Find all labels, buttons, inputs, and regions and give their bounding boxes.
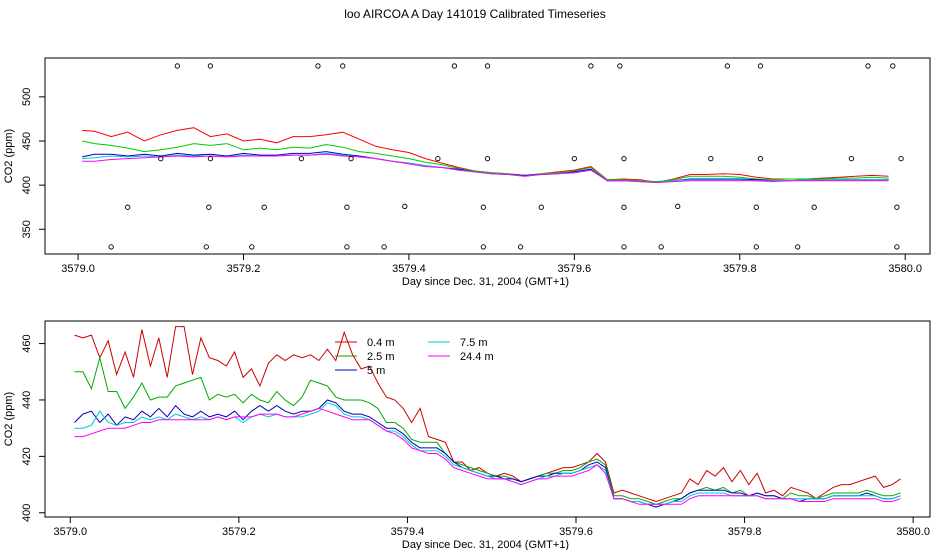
y-tick-label: 350: [21, 220, 33, 238]
calibration-marker: [381, 244, 387, 250]
legend-label: 2.5 m: [367, 351, 395, 363]
x-tick-label: 3579.2: [222, 526, 256, 538]
calibration-marker: [348, 155, 354, 162]
calibration-marker: [484, 63, 491, 69]
y-axis-title: CO2 (ppm): [3, 129, 15, 183]
calibration-marker: [675, 203, 681, 209]
calibration-marker: [484, 155, 491, 162]
x-tick-label: 3579.2: [227, 263, 261, 275]
x-axis-title: Day since Dec. 31, 2004 (GMT+1): [402, 539, 569, 550]
calibration-marker: [203, 244, 209, 250]
calibration-marker: [344, 204, 350, 210]
calibration-marker: [898, 155, 904, 162]
x-tick-label: 3579.4: [391, 526, 425, 538]
calibration-marker: [757, 155, 764, 162]
y-axis-title: CO2 (ppm): [3, 392, 15, 446]
calibration-marker: [402, 203, 408, 209]
x-axis-title: Day since Dec. 31, 2004 (GMT+1): [402, 276, 569, 288]
legend-label: 5 m: [367, 365, 385, 377]
calibration-marker: [249, 244, 255, 250]
calibration-marker: [158, 155, 164, 162]
x-tick-label: 3579.4: [392, 263, 426, 275]
y-tick-label: 400: [21, 176, 33, 194]
y-tick-label: 420: [21, 447, 33, 465]
calibration-marker: [344, 244, 350, 250]
x-tick-label: 3579.6: [558, 263, 592, 275]
calibration-marker: [207, 63, 214, 69]
calibration-marker: [795, 244, 801, 250]
calibration-marker: [435, 155, 441, 162]
x-tick-label: 3579.8: [723, 263, 757, 275]
page-title: loo AIRCOA A Day 141019 Calibrated Times…: [344, 7, 606, 21]
bottom-panel: 3579.0 3579.2 3579.4 3579.6 3579.8 3580.0 400 4…: [3, 320, 931, 550]
plot-frame: [44, 320, 931, 518]
calibration-marker: [865, 63, 871, 69]
calibration-marker: [753, 244, 759, 250]
calibration-marker: [617, 63, 623, 69]
calibration-marker: [451, 63, 458, 69]
calibration-marker: [538, 204, 544, 210]
calibration-marker: [340, 63, 346, 69]
y-tick-label: 450: [21, 132, 33, 150]
calibration-marker: [261, 204, 267, 210]
calibration-marker: [621, 155, 627, 162]
calibration-marker: [811, 204, 817, 210]
calibration-marker: [298, 155, 305, 162]
calibration-marker: [206, 204, 212, 210]
y-tick-label: 400: [21, 504, 33, 522]
y-tick-label: 460: [21, 334, 33, 352]
top-panel: 3579.0 3579.2 3579.4 3579.6 3579.8 3580.0 350 4…: [3, 57, 931, 288]
calibration-marker: [894, 244, 900, 250]
x-tick-label: 3579.0: [53, 526, 87, 538]
calibration-marker: [708, 155, 714, 162]
calibration-marker: [753, 204, 759, 210]
calibration-marker: [890, 63, 896, 69]
legend-label: 0.4 m: [367, 337, 395, 349]
calibration-marker: [315, 63, 321, 69]
calibration-marker: [621, 244, 627, 250]
calibration-marker: [517, 244, 524, 250]
calibration-marker: [621, 204, 627, 210]
calibration-marker: [894, 204, 900, 210]
calibration-marker: [125, 204, 131, 210]
legend-label: 24.4 m: [460, 351, 494, 363]
series-line-1: [82, 140, 889, 183]
calibration-marker: [588, 63, 594, 69]
series-line-0: [82, 127, 889, 184]
calibration-marker: [207, 155, 214, 162]
series-line-1: [74, 355, 901, 505]
series-line-3: [74, 402, 901, 505]
x-tick-label: 3579.0: [61, 263, 95, 275]
series-line-4: [82, 153, 889, 184]
calibration-marker: [848, 155, 855, 162]
calibration-marker: [480, 244, 487, 250]
plot-frame: [44, 57, 931, 255]
x-tick-label: 3580.0: [888, 263, 922, 275]
calibration-marker: [480, 204, 487, 210]
calibration-marker: [724, 63, 731, 69]
series-line-2: [74, 399, 901, 508]
calibration-marker: [757, 63, 764, 69]
series-line-4: [74, 407, 901, 505]
calibration-marker: [658, 244, 664, 250]
y-tick-label: 500: [21, 88, 33, 106]
calibration-marker: [571, 155, 577, 162]
calibration-marker: [108, 244, 114, 250]
x-tick-label: 3579.8: [728, 526, 762, 538]
x-tick-label: 3580.0: [896, 526, 930, 538]
calibration-marker: [174, 63, 180, 69]
x-tick-label: 3579.6: [559, 526, 593, 538]
y-tick-label: 440: [21, 391, 33, 409]
legend-label: 7.5 m: [460, 337, 488, 349]
